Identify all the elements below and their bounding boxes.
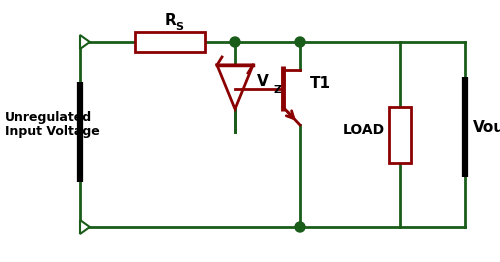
Circle shape: [295, 37, 305, 47]
Circle shape: [295, 222, 305, 232]
Circle shape: [230, 37, 240, 47]
Polygon shape: [217, 65, 253, 109]
Text: Z: Z: [273, 85, 281, 95]
Text: T1: T1: [310, 76, 331, 91]
Bar: [389, 106, 411, 162]
Text: S: S: [175, 22, 183, 32]
Text: LOAD: LOAD: [343, 123, 385, 137]
Bar: [135, 32, 205, 52]
Text: Vout: Vout: [473, 119, 500, 134]
Polygon shape: [80, 35, 90, 49]
Polygon shape: [80, 220, 90, 234]
Text: V: V: [257, 74, 269, 90]
Text: Unregulated
Input Voltage: Unregulated Input Voltage: [5, 111, 100, 139]
Text: R: R: [164, 13, 176, 28]
